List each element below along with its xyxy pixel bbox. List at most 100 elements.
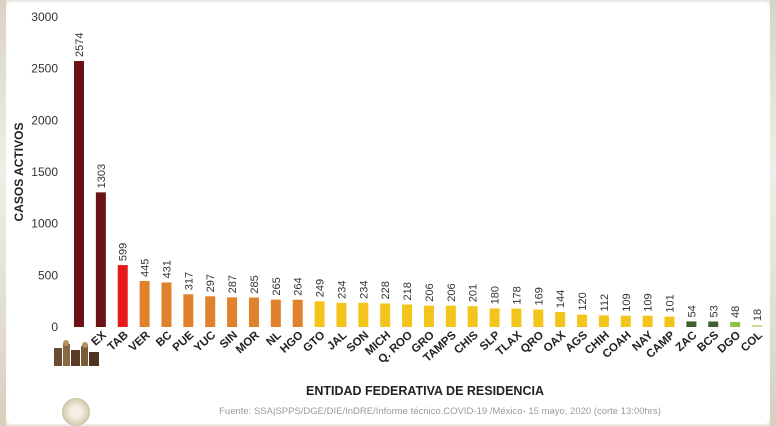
bar-mex (95, 192, 106, 327)
value-label: 48 (730, 306, 742, 318)
bar-tab (117, 265, 128, 327)
value-label: 18 (752, 309, 764, 321)
value-label: 109 (643, 293, 655, 311)
value-label: 54 (686, 305, 698, 317)
value-label: 178 (511, 286, 523, 304)
chart-panel (6, 2, 770, 424)
value-label: 228 (380, 281, 392, 299)
bar-mich (380, 303, 391, 327)
value-label: 287 (227, 275, 239, 293)
logo-strip (52, 338, 104, 368)
x-tick-label: OAX (542, 329, 569, 355)
y-tick-label: 1500 (31, 165, 58, 179)
bar-camp (664, 316, 675, 327)
bar-yuc (205, 296, 216, 327)
y-axis: 0 500 1000 1500 2000 2500 3000 (31, 10, 58, 334)
frame-edge-left (0, 0, 6, 426)
bar-nl (270, 299, 281, 327)
value-label: 109 (621, 293, 633, 311)
y-tick-label: 1000 (31, 217, 58, 231)
value-label: 206 (446, 283, 458, 301)
bar-hgo (292, 299, 303, 327)
x-tick-label: QRO (519, 329, 547, 355)
bar-zac (686, 321, 697, 327)
value-label: 297 (205, 274, 217, 292)
y-tick-label: 0 (51, 320, 58, 334)
bar-pue (183, 294, 194, 327)
bar-coah (620, 315, 631, 327)
x-tick-label: DGO (716, 329, 744, 355)
y-axis-title: CASOS ACTIVOS (12, 123, 26, 222)
x-tick-label: COL (739, 329, 765, 354)
bars (74, 61, 762, 328)
bar-tlax (511, 308, 522, 327)
value-label: 317 (183, 272, 195, 290)
bar-slp (489, 308, 500, 327)
bar-oax (555, 312, 566, 327)
value-label: 2574 (74, 33, 86, 57)
x-tick-label: CHIS (452, 329, 481, 357)
value-label: 431 (161, 260, 173, 278)
bar-dgo (730, 322, 741, 327)
value-label: 201 (468, 284, 480, 302)
value-label: 599 (118, 243, 130, 261)
frame-edge-right (770, 0, 776, 426)
value-label: 249 (315, 279, 327, 297)
value-label: 1303 (96, 164, 108, 188)
y-tick-label: 3000 (31, 10, 58, 24)
value-label: 169 (533, 287, 545, 305)
value-labels: 2574 1303 599 445 431 317 297 287 285 265 264 249 23… (74, 33, 764, 322)
x-tick-label: TAB (106, 329, 131, 353)
x-tick-label: GTO (301, 329, 327, 354)
value-label: 53 (708, 305, 720, 317)
bar-mor (248, 297, 259, 327)
value-label: 218 (402, 282, 414, 300)
bar-chis (467, 306, 478, 327)
government-seal-icon (62, 398, 90, 426)
value-label: 180 (490, 286, 502, 304)
x-tick-label: JAL (325, 329, 349, 352)
x-tick-label: TLAX (494, 329, 525, 358)
bar-nay (642, 315, 653, 327)
bar-chih (598, 315, 609, 327)
value-label: 234 (336, 280, 348, 298)
y-tick-label: 500 (38, 268, 58, 282)
x-tick-label: BCS (695, 329, 721, 354)
value-label: 112 (599, 294, 611, 312)
bar-son (358, 302, 369, 327)
bar-jal (336, 302, 347, 327)
x-tick-label: VER (127, 329, 153, 354)
bar-tamps (445, 305, 456, 327)
x-tick-label: PUE (171, 329, 197, 354)
value-label: 206 (424, 283, 436, 301)
value-label: 101 (665, 294, 677, 312)
x-tick-label: ZAC (674, 329, 700, 354)
bar-cdmx (74, 61, 84, 328)
y-tick-label: 2500 (31, 62, 58, 76)
value-label: 120 (577, 292, 589, 310)
bar-gto (314, 301, 325, 327)
bar-ver (139, 281, 150, 327)
bar-sin (227, 297, 238, 327)
value-label: 445 (140, 259, 152, 277)
x-tick-label: YUC (192, 329, 218, 354)
value-label: 264 (293, 277, 305, 295)
x-axis-title: ENTIDAD FEDERATIVA DE RESIDENCIA (306, 384, 544, 398)
bar-gro (423, 305, 434, 327)
value-label: 265 (271, 277, 283, 295)
x-tick-label: MOR (234, 329, 262, 356)
bar-bcs (708, 321, 719, 327)
bar-q-roo (402, 304, 413, 327)
y-tick-label: 2000 (31, 113, 58, 127)
value-label: 285 (249, 275, 261, 293)
bar-bc (161, 282, 172, 327)
bar-col (752, 325, 762, 327)
value-label: 144 (555, 290, 567, 308)
bar-ags (577, 314, 588, 327)
source-note: Fuente: SSA|SPPS/DGE/DIE/InDRE/Informe t… (219, 406, 661, 417)
x-tick-label: HGO (278, 329, 306, 355)
bar-qro (533, 309, 544, 327)
